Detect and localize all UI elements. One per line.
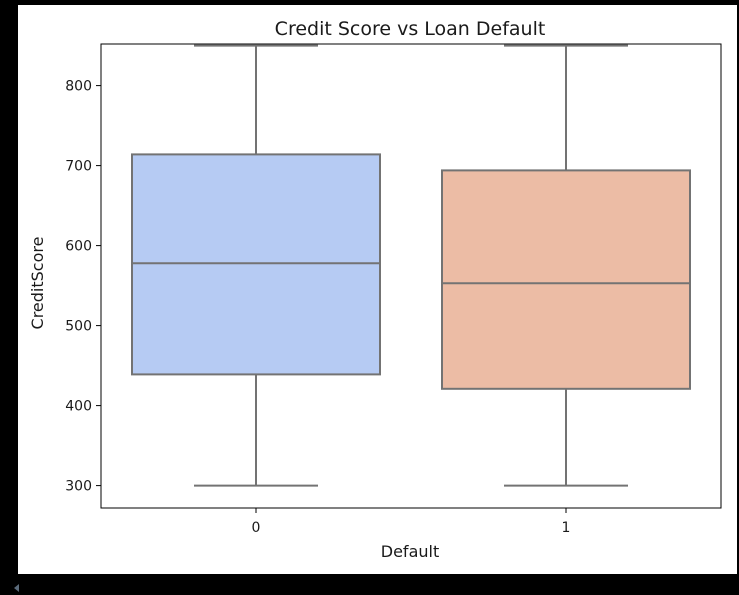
y-tick-label: 700 xyxy=(65,159,92,175)
scroll-left-arrow-icon[interactable] xyxy=(14,584,19,592)
boxes xyxy=(131,44,691,487)
x-axis-label: Default xyxy=(381,542,439,561)
box-0 xyxy=(131,44,381,487)
y-tick-label: 300 xyxy=(65,479,92,495)
x-tick-label: 0 xyxy=(252,520,261,536)
y-tick-label: 400 xyxy=(65,399,92,415)
box-1 xyxy=(441,44,691,487)
box-body xyxy=(131,153,381,376)
x-tick-label: 1 xyxy=(562,520,571,536)
horizontal-scrollbar[interactable] xyxy=(0,574,739,595)
y-tick-label: 500 xyxy=(65,319,92,335)
axes-border xyxy=(100,43,722,509)
figure-canvas: Credit Score vs Loan Default 300 400 500 60… xyxy=(18,5,737,574)
chart-title: Credit Score vs Loan Default xyxy=(275,18,546,40)
axes-frame xyxy=(100,43,722,509)
y-axis-label: CreditScore xyxy=(28,237,47,330)
y-axis-ticks: 300 400 500 600 700 800 xyxy=(65,79,101,495)
box-plot: Credit Score vs Loan Default 300 400 500 60… xyxy=(28,18,722,561)
box-body xyxy=(441,169,691,390)
y-tick-label: 800 xyxy=(65,79,92,95)
y-tick-label: 600 xyxy=(65,239,92,255)
